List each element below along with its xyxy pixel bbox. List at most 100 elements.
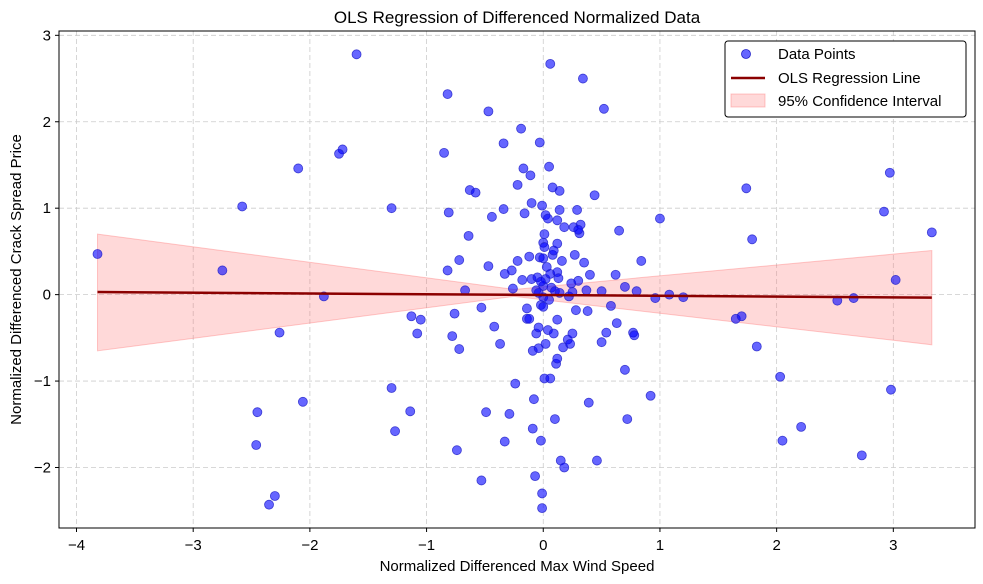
x-tick-label: −2 bbox=[301, 537, 318, 554]
data-point bbox=[536, 276, 546, 287]
data-point bbox=[512, 256, 523, 266]
data-point bbox=[470, 187, 481, 198]
data-point bbox=[581, 285, 592, 296]
data-point bbox=[539, 242, 550, 252]
data-point bbox=[620, 281, 630, 292]
x-tick-label: −3 bbox=[185, 537, 202, 554]
data-point bbox=[522, 303, 532, 314]
data-point bbox=[565, 338, 575, 349]
x-tick-label: 0 bbox=[539, 537, 547, 554]
data-point bbox=[606, 300, 616, 311]
legend: Data Points OLS Regression Line 95% Conf… bbox=[724, 40, 967, 118]
data-point bbox=[886, 384, 896, 395]
data-point bbox=[596, 337, 607, 348]
data-point bbox=[534, 137, 545, 148]
data-point bbox=[543, 213, 553, 224]
legend-marker-ci bbox=[730, 93, 766, 108]
data-point bbox=[481, 407, 491, 418]
data-point bbox=[552, 215, 563, 226]
data-point bbox=[537, 488, 547, 499]
data-point bbox=[536, 435, 546, 446]
data-point bbox=[504, 409, 515, 419]
data-point bbox=[741, 183, 752, 194]
data-point bbox=[412, 328, 423, 339]
data-point bbox=[554, 186, 565, 196]
data-point bbox=[519, 208, 530, 219]
data-point bbox=[583, 397, 594, 408]
data-point bbox=[533, 343, 544, 354]
data-point bbox=[217, 265, 228, 276]
data-point bbox=[406, 311, 417, 322]
data-point bbox=[548, 328, 559, 339]
data-point bbox=[856, 450, 867, 461]
data-point bbox=[559, 462, 570, 473]
data-point bbox=[601, 327, 612, 338]
data-point bbox=[516, 123, 526, 134]
data-point bbox=[599, 103, 609, 114]
data-point bbox=[552, 238, 563, 249]
data-point bbox=[545, 373, 556, 384]
data-point bbox=[592, 455, 602, 466]
data-point bbox=[554, 205, 565, 215]
y-tick-label: −2 bbox=[34, 459, 51, 476]
data-point bbox=[636, 256, 647, 266]
data-point bbox=[495, 338, 505, 349]
data-point bbox=[449, 308, 460, 319]
data-point bbox=[415, 314, 426, 325]
data-point bbox=[537, 200, 547, 211]
y-axis-label: Normalized Differenced Crack Spread Pric… bbox=[8, 134, 25, 425]
data-point bbox=[529, 394, 539, 405]
legend-label-data-points: Data Points bbox=[778, 46, 856, 63]
y-tick-label: 1 bbox=[43, 200, 51, 217]
data-point bbox=[533, 322, 544, 333]
data-point bbox=[526, 198, 537, 208]
data-point bbox=[569, 249, 580, 260]
data-point bbox=[610, 269, 621, 280]
data-point bbox=[439, 147, 449, 158]
data-point bbox=[405, 406, 416, 417]
y-tick-label: 3 bbox=[43, 27, 51, 44]
data-point bbox=[447, 331, 458, 342]
data-point bbox=[386, 203, 397, 214]
x-tick-label: 2 bbox=[772, 537, 780, 554]
data-point bbox=[452, 445, 462, 456]
data-point bbox=[483, 261, 494, 272]
data-point bbox=[747, 234, 758, 245]
data-point bbox=[567, 328, 578, 339]
data-point bbox=[476, 475, 487, 486]
data-point bbox=[334, 148, 344, 159]
data-point bbox=[552, 353, 563, 364]
data-point bbox=[463, 230, 474, 241]
data-point bbox=[655, 213, 665, 224]
data-point bbox=[611, 318, 622, 329]
data-point bbox=[498, 138, 509, 149]
legend-box bbox=[724, 40, 967, 118]
y-tick-label: 0 bbox=[43, 287, 51, 304]
data-point bbox=[552, 314, 563, 325]
data-point bbox=[518, 163, 529, 174]
data-point bbox=[589, 190, 600, 201]
data-point bbox=[487, 211, 497, 222]
data-point bbox=[631, 286, 642, 297]
data-point bbox=[557, 256, 567, 266]
data-point bbox=[572, 205, 582, 215]
data-point bbox=[890, 275, 901, 285]
data-point bbox=[442, 89, 453, 99]
data-point bbox=[573, 224, 584, 235]
data-point bbox=[926, 227, 937, 238]
data-point bbox=[585, 269, 595, 280]
data-point bbox=[506, 265, 517, 276]
data-point bbox=[525, 170, 536, 181]
data-point bbox=[251, 440, 262, 450]
data-point bbox=[559, 222, 570, 233]
data-point bbox=[442, 265, 453, 276]
legend-label-confidence-interval: 95% Confidence Interval bbox=[778, 93, 941, 110]
data-point bbox=[269, 491, 280, 501]
regression-line bbox=[97, 290, 932, 299]
data-point bbox=[775, 371, 786, 382]
data-point bbox=[538, 301, 549, 312]
data-point bbox=[498, 204, 509, 214]
data-point bbox=[796, 421, 807, 432]
data-point bbox=[483, 106, 494, 117]
